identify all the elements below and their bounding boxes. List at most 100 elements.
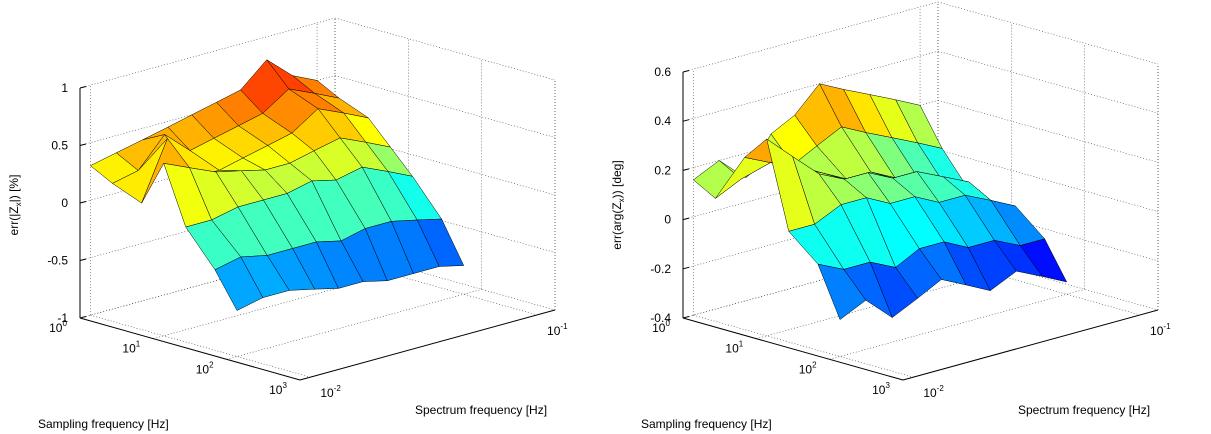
grid-line	[334, 190, 556, 253]
tick-base: 10	[725, 342, 739, 356]
tick-mark	[682, 70, 690, 73]
tick-mark	[682, 168, 690, 171]
tick-base: 10	[320, 386, 334, 400]
tick-mark	[682, 266, 690, 270]
axis-line	[682, 317, 904, 381]
tick-exponent: 1	[136, 340, 141, 349]
grid-line	[937, 50, 1159, 114]
grid-line	[937, 247, 1159, 311]
z-label-part: x	[617, 198, 626, 202]
z-tick-label: 0	[664, 213, 671, 227]
tick-exponent: 0	[665, 319, 670, 328]
y-tick-label: 10-1	[547, 322, 568, 338]
x-tick-label: 103	[269, 381, 287, 397]
x-tick-label: 100	[652, 319, 670, 335]
z-tick-label: 0.6	[654, 65, 671, 79]
tick-exponent: 1	[739, 340, 744, 349]
y-tick-label: 10-2	[320, 384, 341, 400]
x-tick-label: 102	[196, 360, 214, 376]
z-tick-label: -0.2	[650, 262, 671, 276]
x-tick-label: 100	[49, 319, 67, 335]
z-label-part: x	[14, 202, 23, 206]
x-tick-label: 102	[799, 360, 817, 376]
grid-line	[153, 268, 409, 339]
y-tick-label: 10-1	[1150, 322, 1171, 338]
tick-base: 10	[122, 342, 136, 356]
grid-line	[937, 198, 1159, 262]
z-tick-label: -1	[57, 311, 68, 325]
z-label-part: err(|Z	[7, 206, 21, 235]
z-axis-label: err(arg(Zx)) [deg]	[610, 160, 626, 249]
z-axis-label: err(|Zx|) [%]	[7, 175, 23, 236]
z-label-part: )) [deg]	[610, 160, 624, 198]
tick-mark	[79, 143, 87, 146]
tick-mark	[79, 258, 87, 261]
z-tick-label: 0.4	[654, 114, 671, 128]
z-tick-label: 0.2	[654, 163, 671, 177]
grid-line	[316, 252, 538, 316]
grid-line	[682, 247, 939, 319]
tick-base: 10	[1150, 324, 1164, 338]
tick-mark	[682, 217, 690, 221]
tick-base: 10	[923, 386, 937, 400]
grid-line	[682, 1, 939, 73]
axis-line	[902, 309, 1159, 381]
chart-panel: -0.4-0.200.20.40.610010110210310-210-1Sa…	[610, 1, 1171, 431]
grid-line	[79, 247, 336, 319]
x-axis-label: Sampling frequency [Hz]	[641, 417, 772, 431]
tick-base: 10	[872, 383, 886, 397]
tick-exponent: 2	[209, 360, 214, 369]
grid-line	[937, 100, 1159, 163]
tick-base: 10	[547, 324, 561, 338]
axis-line	[299, 309, 556, 381]
grid-line	[693, 314, 914, 378]
tick-base: 10	[269, 383, 283, 397]
chart-panel: -1-0.500.5110010110210310-210-1Sampling …	[7, 17, 568, 431]
axis-line	[79, 317, 301, 381]
tick-exponent: -2	[334, 384, 342, 393]
tick-exponent: 2	[812, 360, 817, 369]
grid-line	[334, 247, 556, 311]
tick-mark	[79, 201, 87, 204]
z-tick-label: 1	[61, 81, 68, 95]
x-axis-label: Sampling frequency [Hz]	[38, 417, 169, 431]
z-tick-label: 0	[61, 196, 68, 210]
tick-exponent: -2	[937, 384, 945, 393]
tick-base: 10	[49, 321, 63, 335]
z-tick-label: -0.4	[650, 311, 671, 325]
surface-cell	[214, 256, 264, 311]
x-tick-label: 103	[872, 381, 890, 397]
tick-exponent: -1	[1163, 322, 1171, 331]
grid-line	[937, 1, 1159, 65]
tick-mark	[79, 86, 87, 89]
grid-line	[919, 252, 1141, 316]
surface-cell	[817, 263, 867, 320]
x-tick-label: 101	[122, 340, 140, 356]
x-tick-label: 101	[725, 340, 743, 356]
grid-line	[334, 17, 556, 81]
grid-line	[682, 50, 939, 122]
tick-mark	[682, 119, 690, 122]
grid-line	[79, 17, 336, 89]
tick-base: 10	[196, 362, 210, 376]
z-label-part: |) [%]	[7, 175, 21, 203]
tick-base: 10	[652, 321, 666, 335]
grid-line	[90, 314, 311, 378]
z-tick-label: 0.5	[51, 139, 68, 153]
grid-line	[226, 289, 482, 360]
grid-line	[937, 149, 1159, 212]
grid-line	[334, 75, 556, 138]
grid-line	[829, 289, 1085, 360]
tick-exponent: 0	[62, 319, 67, 328]
tick-exponent: 3	[885, 381, 890, 390]
y-tick-label: 10-2	[923, 384, 944, 400]
tick-base: 10	[799, 362, 813, 376]
z-label-part: err(arg(Z	[610, 202, 624, 249]
grid-line	[334, 132, 556, 196]
y-axis-label: Spectrum frequency [Hz]	[415, 403, 547, 417]
tick-exponent: 3	[282, 381, 287, 390]
y-axis-label: Spectrum frequency [Hz]	[1018, 403, 1150, 417]
z-tick-label: -0.5	[47, 254, 68, 268]
tick-exponent: -1	[560, 322, 568, 331]
